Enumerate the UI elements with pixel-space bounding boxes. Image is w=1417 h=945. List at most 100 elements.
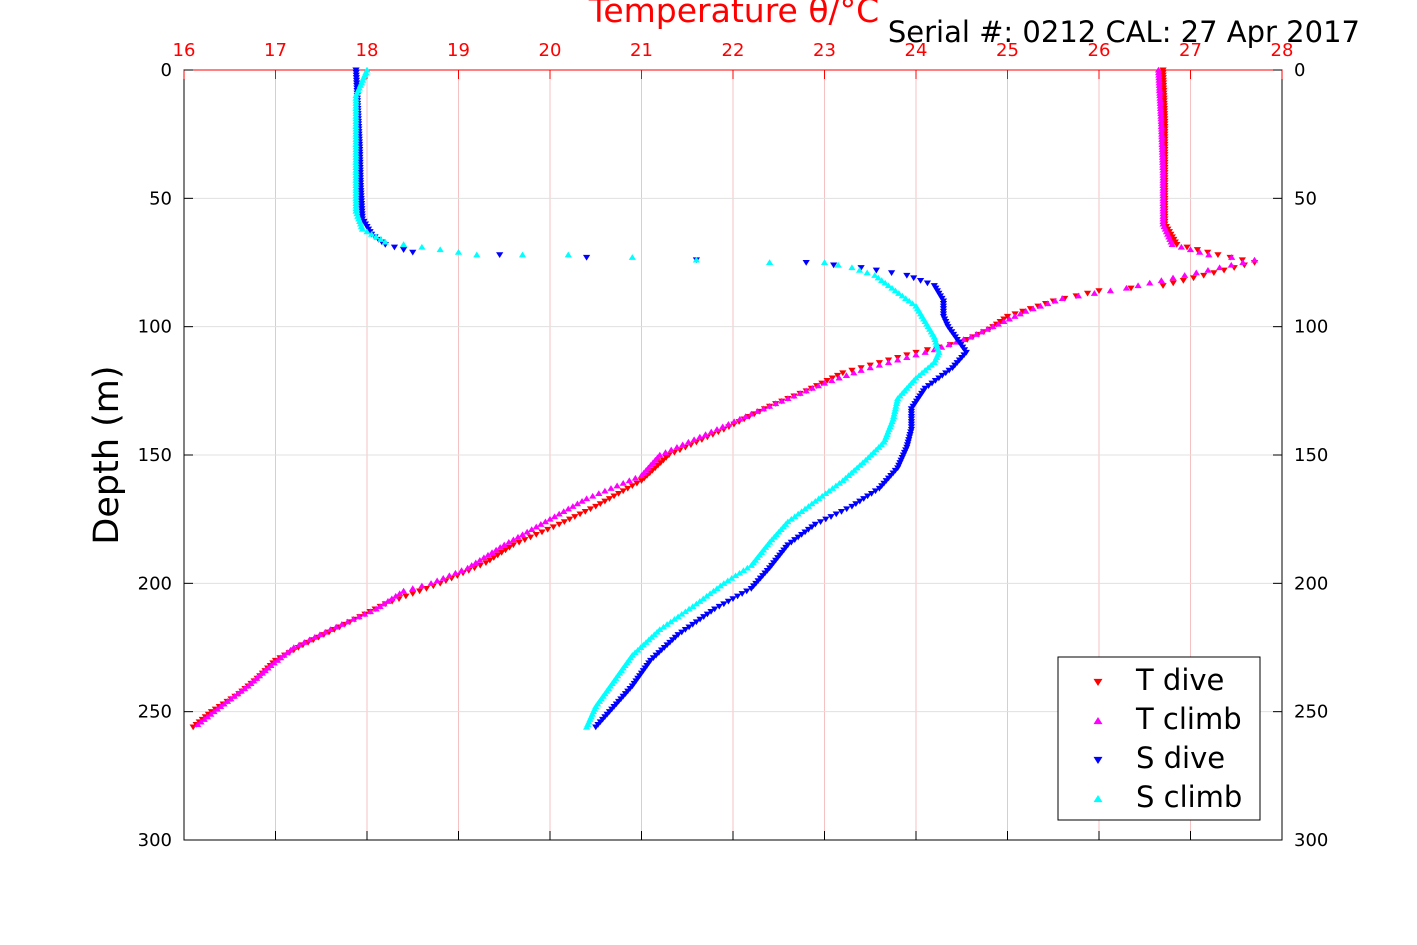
data-point (659, 623, 668, 630)
legend-marker (1093, 716, 1103, 725)
data-point (418, 243, 426, 250)
data-point (730, 418, 738, 425)
data-point (735, 569, 744, 576)
data-point (592, 503, 600, 510)
data-point (564, 505, 572, 512)
x-tick-label: 26 (1088, 40, 1111, 61)
y-tick-label-right: 250 (1294, 702, 1328, 723)
data-point (332, 623, 340, 630)
data-point (358, 225, 367, 232)
data-point (832, 511, 840, 518)
data-point (234, 690, 242, 697)
data-point (1179, 277, 1187, 284)
data-point (700, 614, 708, 620)
data-point (791, 513, 799, 520)
data-point (753, 408, 761, 414)
data-point (848, 367, 856, 374)
data-point (1134, 282, 1142, 289)
data-point (696, 598, 704, 604)
data-point (843, 506, 851, 513)
data-point (532, 532, 540, 538)
data-point (1228, 254, 1236, 260)
data-point (674, 613, 682, 620)
grid-lines (184, 70, 1282, 840)
data-point (273, 657, 282, 663)
data-point (923, 280, 932, 287)
data-point (667, 446, 675, 453)
data-point (1192, 269, 1200, 276)
data-point (902, 295, 910, 301)
data-point (400, 587, 408, 594)
data-point (766, 402, 774, 409)
data-point (409, 591, 417, 597)
data-point (850, 369, 858, 376)
data-point (895, 290, 903, 296)
legend-marker (1093, 756, 1103, 765)
data-point (592, 724, 600, 731)
data-point (366, 608, 375, 615)
data-point (924, 383, 933, 389)
data-point (388, 595, 396, 602)
data-point (711, 606, 719, 613)
data-point (855, 266, 864, 273)
data-point (871, 272, 879, 278)
data-point (720, 580, 728, 586)
data-point (1095, 288, 1103, 294)
data-point (355, 613, 363, 620)
x-tick-label: 18 (356, 40, 379, 61)
data-point (872, 267, 880, 274)
data-point (514, 533, 522, 540)
data-point (949, 365, 957, 371)
data-point (457, 567, 466, 574)
data-point (439, 574, 447, 581)
data-point (856, 498, 864, 505)
legend-box (1057, 656, 1261, 821)
data-point (931, 378, 940, 384)
data-point (464, 564, 472, 571)
data-point (912, 351, 920, 358)
y-tick-label-left: 300 (138, 830, 172, 851)
series-s-climb (352, 66, 943, 730)
data-point (230, 693, 238, 699)
data-point (555, 521, 563, 528)
data-point (814, 382, 822, 389)
data-point (295, 641, 303, 648)
y-tick-label-right: 0 (1294, 60, 1305, 81)
data-point (678, 629, 686, 636)
data-point (372, 233, 380, 240)
legend-label: S dive (1136, 741, 1225, 775)
data-point (363, 228, 371, 235)
x-tick-label: 28 (1271, 40, 1294, 61)
data-point (1090, 290, 1099, 296)
data-point (915, 372, 923, 378)
data-points (189, 66, 1259, 731)
legend-marker (1093, 794, 1103, 803)
data-point (619, 488, 627, 495)
data-point (673, 444, 681, 450)
data-point (842, 372, 851, 378)
data-point (732, 572, 740, 579)
data-point (983, 325, 991, 332)
data-point (501, 547, 510, 554)
data-point (400, 241, 408, 248)
data-point (1183, 244, 1191, 251)
data-point (921, 349, 929, 355)
data-point (480, 554, 488, 561)
data-point (825, 487, 833, 494)
data-point (541, 518, 550, 525)
data-point (207, 710, 215, 717)
data-point (488, 549, 496, 556)
data-point (1193, 247, 1201, 253)
data-point (878, 277, 886, 283)
data-point (613, 482, 621, 489)
data-point (1044, 300, 1052, 307)
data-point (908, 300, 917, 307)
data-point (521, 537, 529, 543)
data-point (834, 261, 842, 268)
data-point (724, 420, 733, 427)
data-point (923, 347, 932, 354)
data-point (227, 695, 235, 702)
data-point (663, 621, 671, 627)
